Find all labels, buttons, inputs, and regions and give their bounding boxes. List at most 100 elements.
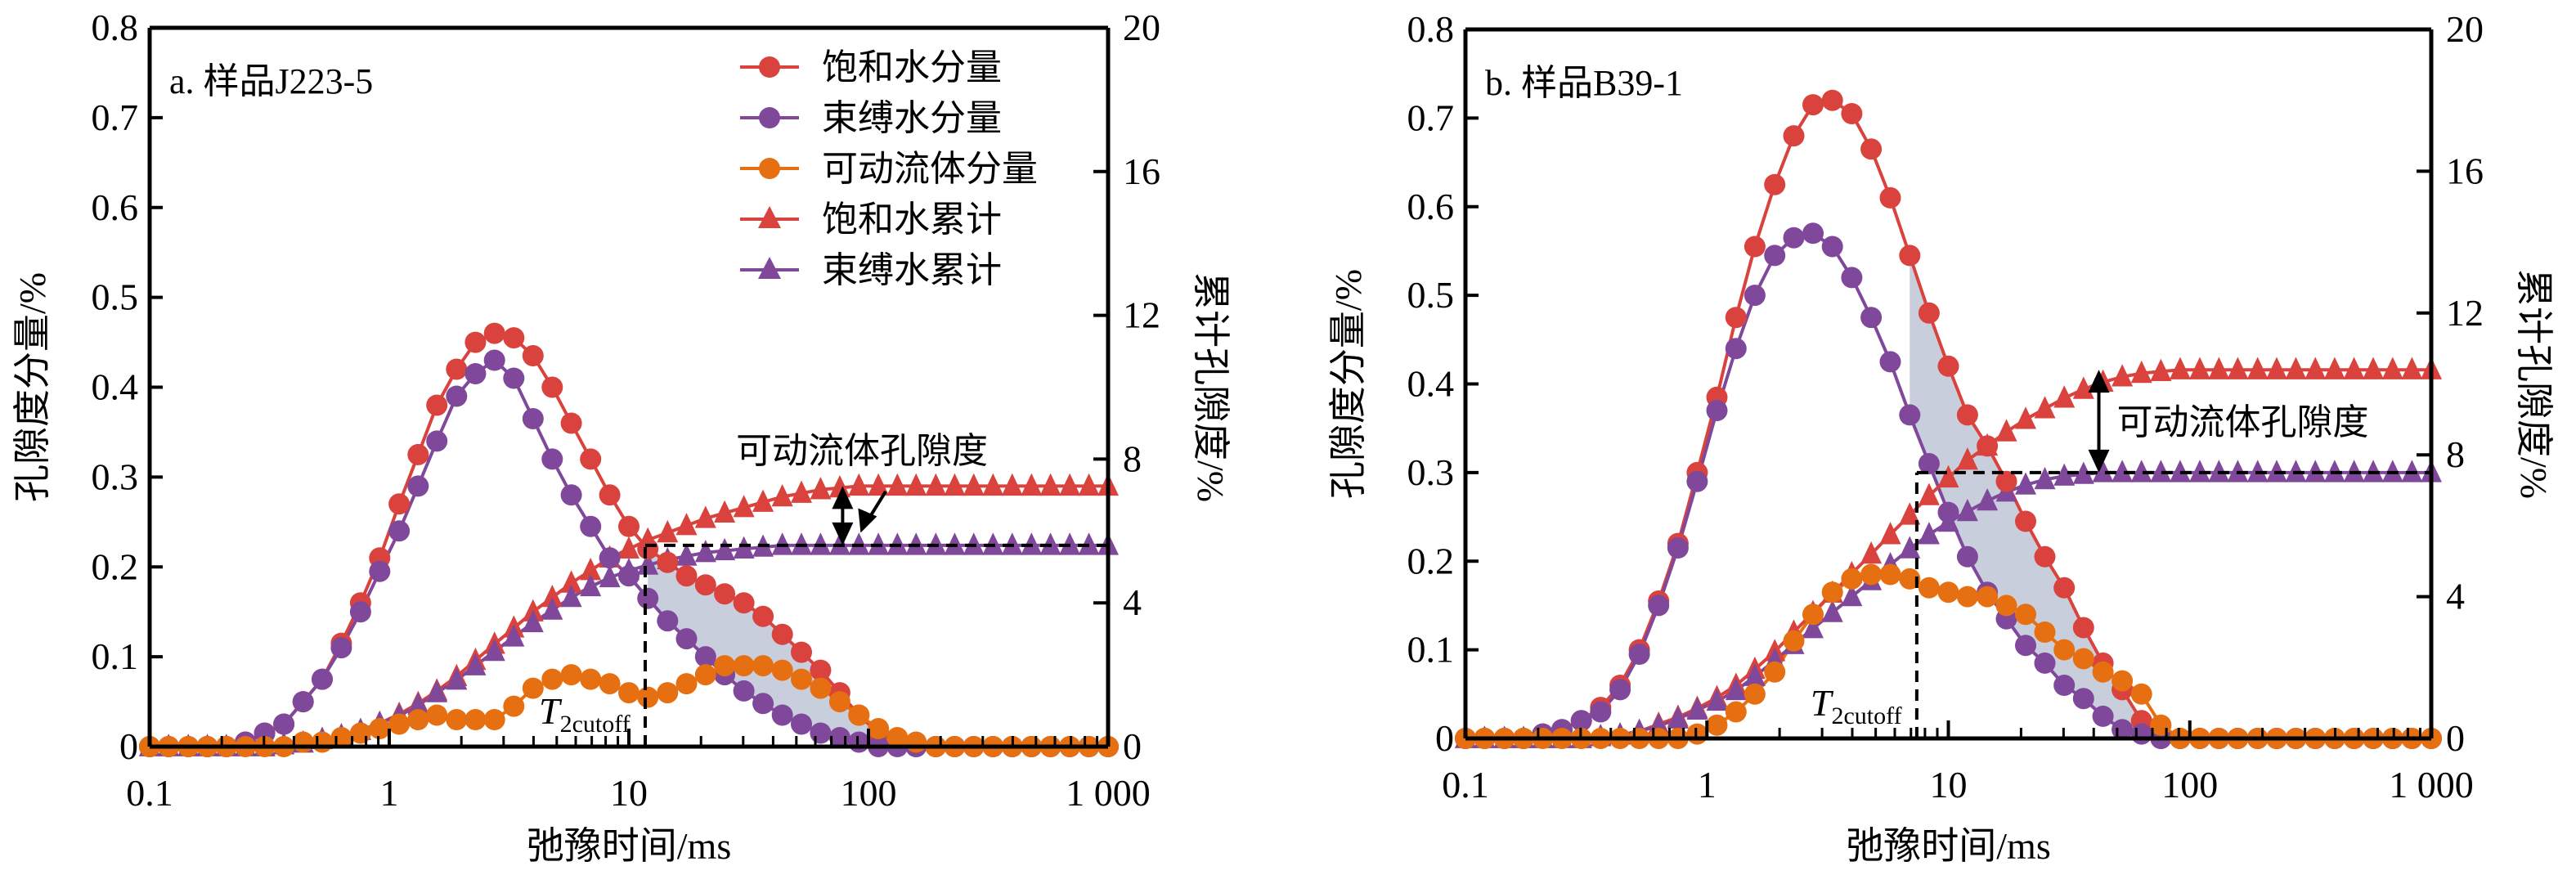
data-point-movable_fraction [1977,586,1999,608]
data-point-movable_fraction [560,664,582,686]
data-point-bound_fraction [369,560,391,582]
data-point-saturated_cumulative [752,489,774,512]
data-point-movable_fraction [580,668,602,690]
data-point-bound_fraction [1937,501,1959,523]
data-point-saturated_fraction [675,565,698,587]
data-point-movable_fraction [848,704,870,726]
data-point-bound_cumulative [733,536,755,559]
data-point-bound_fraction [483,349,505,371]
data-point-bound_fraction [1570,710,1592,732]
x-tick-label: 0.1 [126,772,173,814]
data-point-bound_fraction [2015,635,2036,657]
data-point-bound_cumulative [446,667,468,690]
data-point-bound_fraction [1648,595,1670,617]
data-point-saturated_fraction [714,583,736,605]
y-right-tick-label: 16 [2446,150,2484,191]
data-point-saturated_fraction [733,592,755,614]
data-point-saturated_cumulative [1995,419,2017,442]
data-point-bound_fraction [560,484,582,506]
data-point-saturated_cumulative [1918,482,1940,505]
data-point-movable_fraction [657,682,679,704]
data-point-bound_fraction [464,363,487,384]
data-point-saturated_cumulative [1956,447,1978,470]
data-point-bound_cumulative [580,573,602,597]
data-point-saturated_fraction [694,574,716,596]
x-tick-label: 1 [380,772,399,814]
data-point-saturated_cumulative [2304,357,2327,379]
data-point-movable_fraction [2053,639,2076,661]
data-point-saturated_cumulative [2265,357,2287,379]
y-right-tick-label: 0 [2446,717,2465,759]
y-left-tick-label: 0.1 [1407,629,1455,671]
data-point-saturated_cumulative [963,473,985,496]
y-left-tick-label: 0 [1435,717,1454,759]
data-point-bound_cumulative [2034,466,2056,490]
data-point-saturated_cumulative [886,473,909,496]
data-point-movable_fraction [810,677,832,699]
data-point-saturated_fraction [2053,577,2076,599]
data-point-bound_fraction [292,691,314,713]
data-point-movable_fraction [1821,581,1843,604]
data-point-bound_fraction [637,587,659,609]
data-point-saturated_cumulative [982,473,1004,496]
movable-porosity-annotation: 可动流体孔隙度 [2117,402,2369,442]
data-point-saturated_fraction [1764,173,1786,195]
data-point-saturated_cumulative [1001,473,1023,496]
data-point-bound_cumulative [2150,460,2172,482]
legend-circle-marker-icon [759,107,780,128]
data-point-movable_fraction [2112,670,2134,692]
data-point-saturated_cumulative [2227,357,2249,379]
data-point-bound_fraction [1764,245,1786,267]
x-tick-label: 0.1 [1442,764,1489,805]
data-point-saturated_fraction [771,623,793,645]
data-point-saturated_cumulative [925,473,947,496]
data-point-saturated_fraction [1725,307,1747,329]
data-point-movable_fraction [388,713,411,735]
x-tick-label: 10 [610,772,648,814]
data-point-saturated_fraction [560,412,582,434]
x-tick-label: 1 [1698,764,1717,805]
data-point-saturated_fraction [407,443,429,465]
data-point-movable_fraction [599,673,621,695]
data-point-saturated_cumulative [2072,376,2094,399]
data-point-bound_fraction [541,448,563,470]
data-point-saturated_cumulative [714,500,736,523]
data-point-saturated_fraction [2072,617,2094,639]
data-point-saturated_fraction [791,641,812,663]
data-point-saturated_fraction [464,331,487,353]
data-point-movable_fraction [2092,661,2114,683]
data-point-saturated_fraction [388,493,411,515]
data-point-saturated_fraction [1821,89,1843,111]
data-point-saturated_cumulative [560,570,582,593]
y-left-tick-label: 0.4 [92,366,139,408]
data-point-bound_fraction [657,610,679,632]
legend-label: 束缚水分量 [822,98,1002,138]
data-point-saturated_cumulative [1860,541,1883,564]
data-point-bound_fraction [1744,285,1766,307]
y-left-tick-label: 0.6 [92,186,139,228]
y-right-tick-label: 8 [1123,438,1142,479]
data-point-saturated_cumulative [1899,502,1921,525]
y-left-tick-label: 0.7 [1407,96,1455,138]
data-point-bound_cumulative [2053,463,2076,486]
data-point-movable_fraction [2015,604,2036,626]
data-point-saturated_cumulative [618,536,640,559]
data-point-saturated_fraction [1977,435,1999,457]
data-point-saturated_fraction [2034,545,2056,568]
data-point-bound_cumulative [675,543,698,566]
data-point-saturated_cumulative [791,480,813,503]
data-point-bound_cumulative [503,624,525,647]
data-point-saturated_cumulative [2053,385,2076,408]
data-point-saturated_cumulative [2323,357,2345,379]
data-point-bound_fraction [1706,400,1728,421]
data-point-bound_fraction [599,547,621,569]
data-point-bound_cumulative [2072,461,2094,484]
movable-porosity-shade [648,549,917,747]
panel-a: T2cutoff 可动流体孔隙度 0.1 1 10 100 1 000 0 0.1 0.2 0.3 0… [11,7,1232,867]
y-axis-left-title: 孔隙度分量/% [11,272,53,502]
data-point-saturated_cumulative [810,477,832,500]
data-point-bound_fraction [426,430,448,452]
data-point-movable_fraction [464,709,487,730]
data-point-saturated_cumulative [2401,357,2423,379]
